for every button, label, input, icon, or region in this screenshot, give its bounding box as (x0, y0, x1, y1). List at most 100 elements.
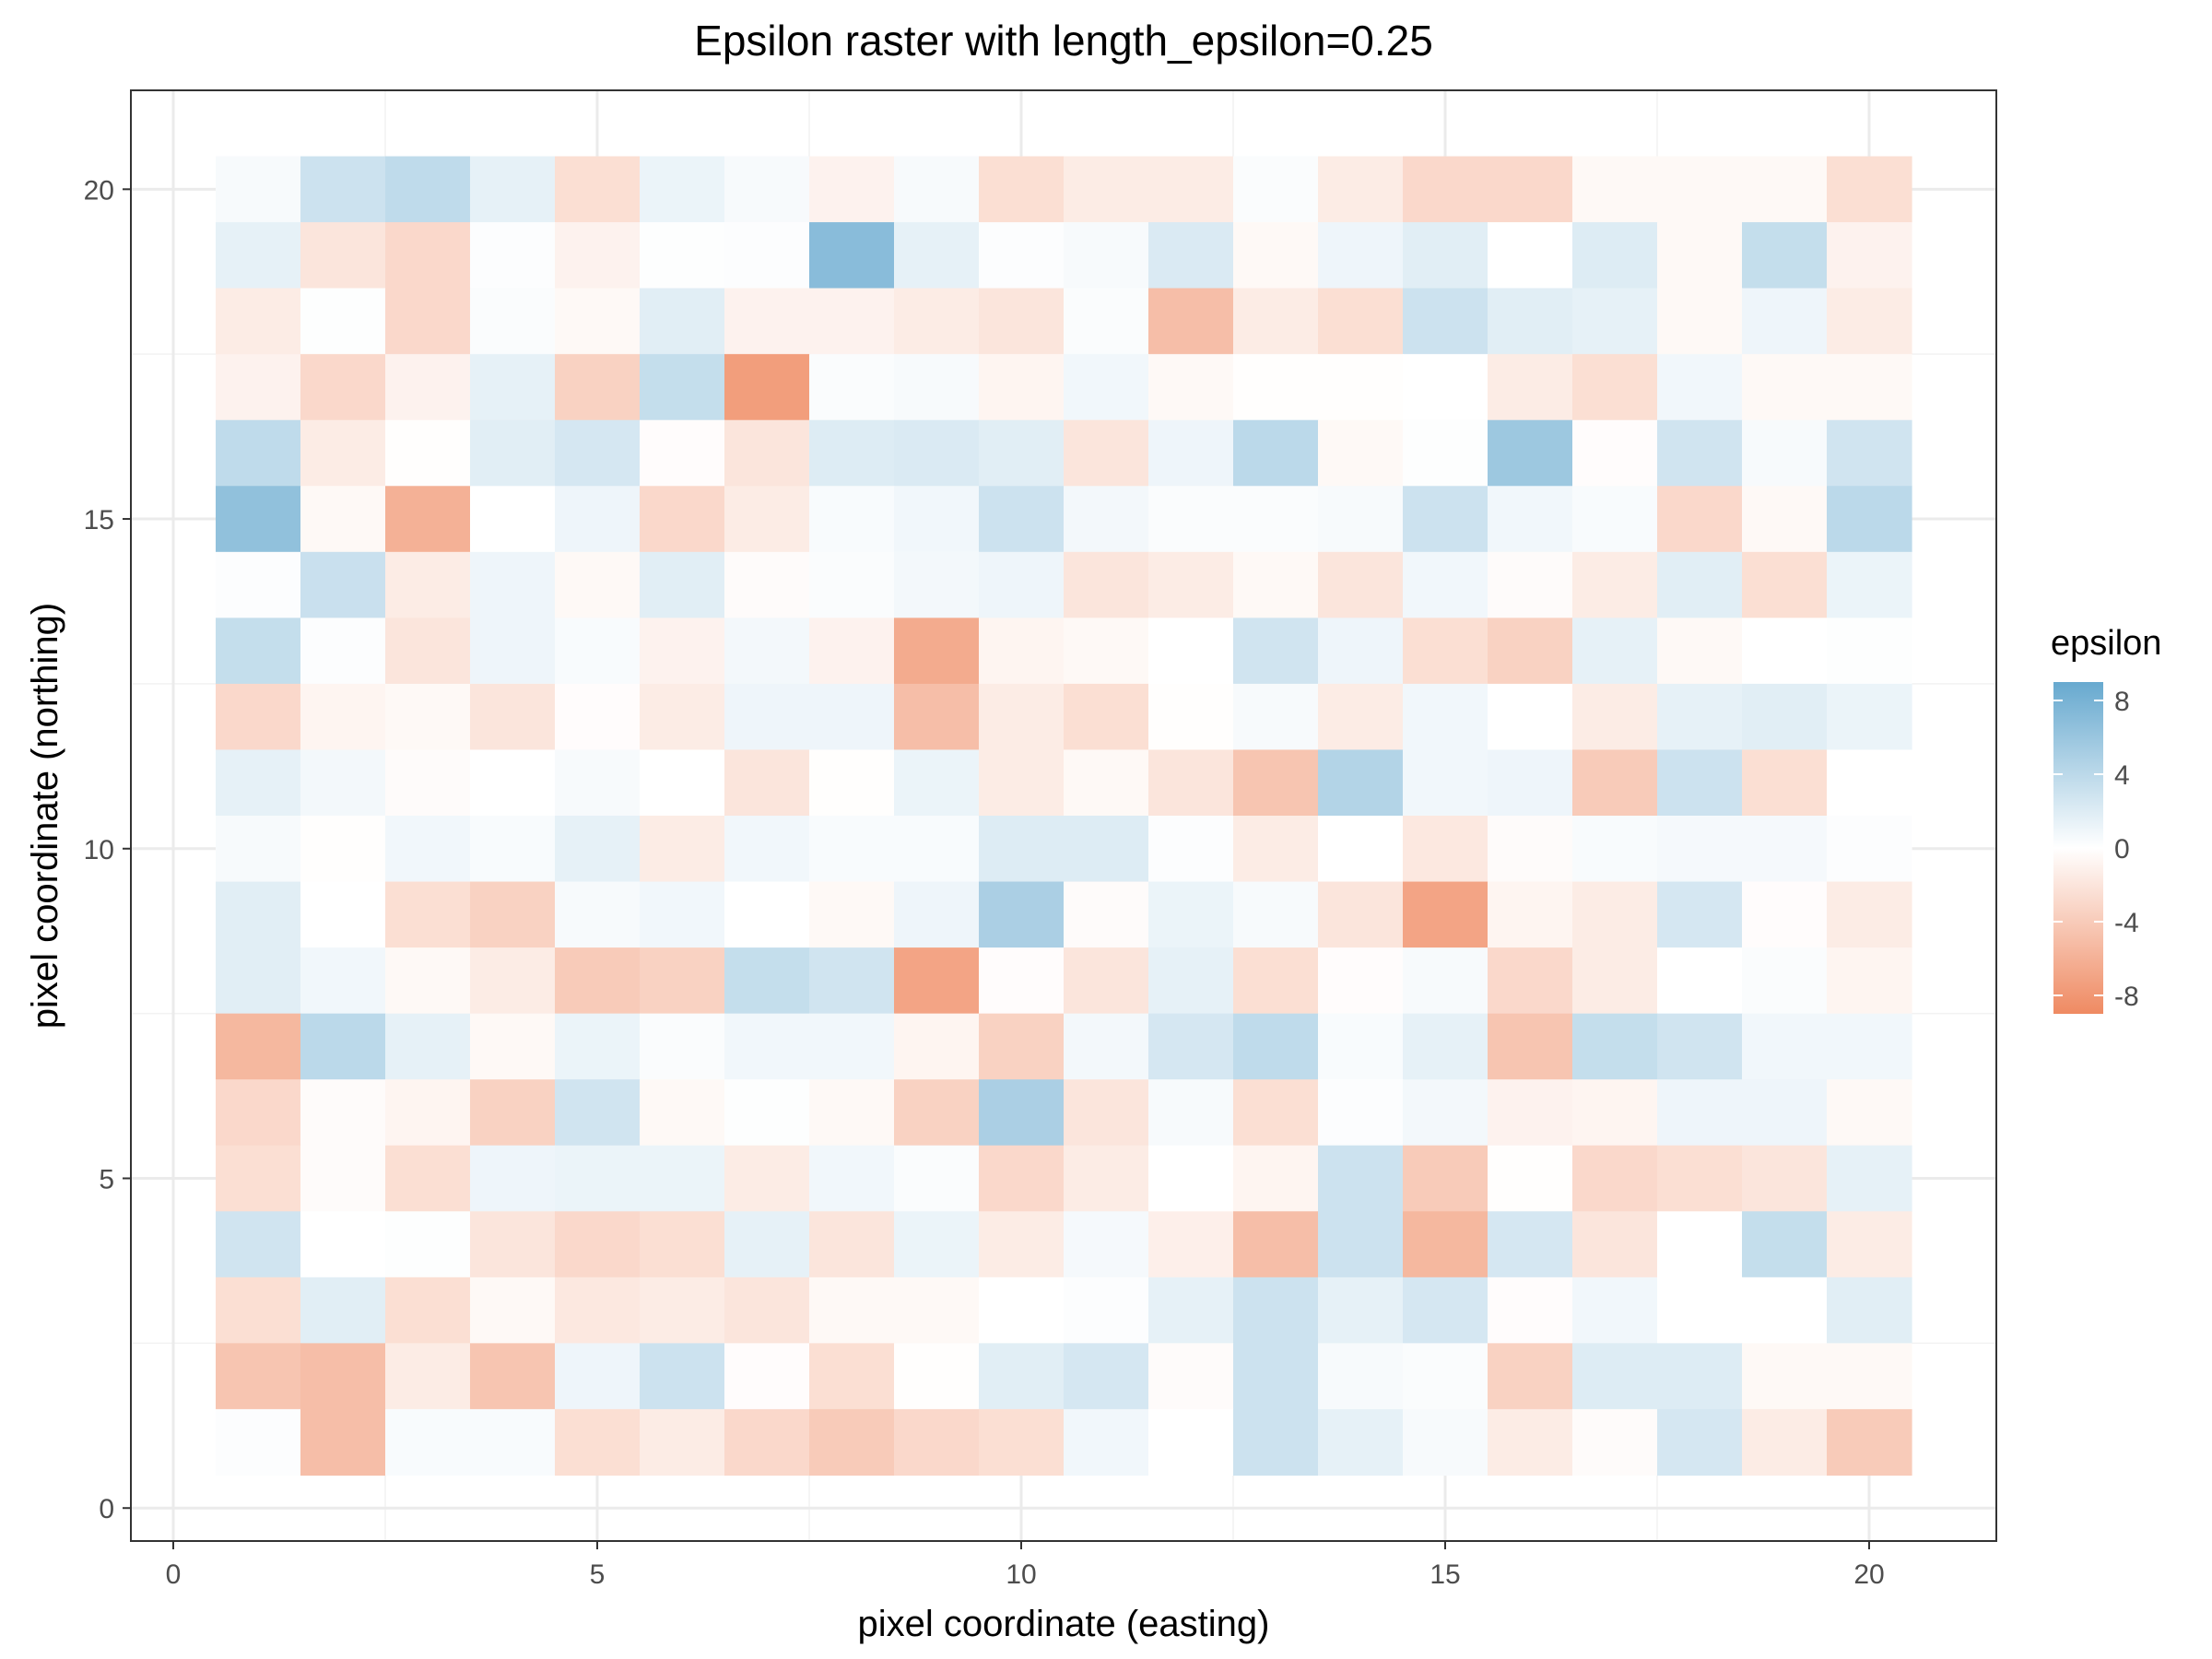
legend-tick-label: 8 (2114, 687, 2130, 717)
heatmap-cell (555, 1013, 641, 1080)
heatmap-cell (724, 947, 810, 1015)
heatmap-cell (979, 1408, 1065, 1477)
heatmap-cell (216, 1343, 301, 1410)
heatmap-cell (809, 486, 895, 553)
heatmap-cell (1233, 156, 1319, 223)
heatmap-cell (385, 1145, 471, 1212)
heatmap-cell (640, 222, 725, 289)
heatmap-cell (724, 749, 810, 817)
heatmap-cell (1657, 1013, 1743, 1080)
heatmap-cell (724, 551, 810, 618)
heatmap-cell (979, 881, 1065, 948)
heatmap-cell (555, 486, 641, 553)
heatmap-cell (809, 288, 895, 355)
heatmap-cell (1233, 1408, 1319, 1477)
heatmap-cell (809, 683, 895, 751)
heatmap-cell (1403, 1013, 1488, 1080)
heatmap-cell (1403, 288, 1488, 355)
heatmap-cell (1742, 1013, 1828, 1080)
heatmap-cell (300, 1343, 386, 1410)
heatmap-cell (470, 354, 556, 421)
heatmap-cell (385, 419, 471, 487)
heatmap-cell (1827, 288, 1912, 355)
heatmap-cell (470, 749, 556, 817)
heatmap-cell (1827, 1013, 1912, 1080)
heatmap-cell (1403, 683, 1488, 751)
heatmap-cell (300, 947, 386, 1015)
heatmap-cell (1233, 816, 1319, 883)
heatmap-cell (1233, 486, 1319, 553)
heatmap-cell (1233, 1277, 1319, 1344)
y-tick-label: 5 (99, 1165, 114, 1195)
heatmap-cell (385, 1343, 471, 1410)
heatmap-cell (1488, 354, 1573, 421)
heatmap-cell (1064, 1343, 1149, 1410)
heatmap-cell (385, 618, 471, 685)
heatmap-cell (1827, 1277, 1912, 1344)
heatmap-cell (1827, 222, 1912, 289)
heatmap-cell (1233, 683, 1319, 751)
heatmap-cell (1572, 816, 1658, 883)
heatmap-cell (809, 947, 895, 1015)
heatmap-cell (979, 683, 1065, 751)
heatmap-cell (1148, 881, 1234, 948)
heatmap-cell (1488, 683, 1573, 751)
heatmap-cell (216, 618, 301, 685)
heatmap-cell (894, 222, 980, 289)
heatmap-cell (1318, 1277, 1404, 1344)
heatmap-cell (1742, 683, 1828, 751)
heatmap-cell (1064, 156, 1149, 223)
heatmap-cell (1064, 419, 1149, 487)
heatmap-cell (1488, 1277, 1573, 1344)
x-axis-label: pixel coordinate (easting) (858, 1604, 1270, 1644)
heatmap-cell (1064, 947, 1149, 1015)
heatmap-cell (1403, 419, 1488, 487)
heatmap-cell (1488, 486, 1573, 553)
heatmap-cell (1064, 486, 1149, 553)
heatmap-cell (1064, 1013, 1149, 1080)
heatmap-cell (1148, 354, 1234, 421)
heatmap-cell (1233, 881, 1319, 948)
heatmap-cell (809, 419, 895, 487)
heatmap-cell (640, 354, 725, 421)
heatmap-cell (1742, 749, 1828, 817)
heatmap-cell (1064, 1211, 1149, 1278)
heatmap-cell (640, 156, 725, 223)
heatmap-cell (640, 1408, 725, 1477)
heatmap-cell (1488, 1079, 1573, 1147)
heatmap-cell (1572, 683, 1658, 751)
heatmap-cell (1318, 618, 1404, 685)
heatmap-cell (1233, 222, 1319, 289)
heatmap-cell (1572, 419, 1658, 487)
heatmap-cell (979, 1145, 1065, 1212)
heatmap-cell (979, 222, 1065, 289)
heatmap-cell (1403, 947, 1488, 1015)
heatmap-cell (1572, 618, 1658, 685)
heatmap-cell (809, 1079, 895, 1147)
heatmap-cell (640, 881, 725, 948)
heatmap-cell (1827, 551, 1912, 618)
heatmap-cell (300, 1079, 386, 1147)
heatmap-cell (979, 1079, 1065, 1147)
heatmap-cell (894, 816, 980, 883)
heatmap-cell (1488, 1211, 1573, 1278)
heatmap-cell (1657, 1145, 1743, 1212)
heatmap-cell (300, 749, 386, 817)
heatmap-cell (1742, 1343, 1828, 1410)
heatmap-cell (640, 816, 725, 883)
heatmap-cell (1148, 486, 1234, 553)
heatmap-cell (555, 816, 641, 883)
heatmap-cell (1318, 947, 1404, 1015)
heatmap-cell (1827, 618, 1912, 685)
heatmap-cell (640, 1343, 725, 1410)
heatmap-cell (724, 222, 810, 289)
heatmap-cell (1657, 947, 1743, 1015)
heatmap-cell (1488, 881, 1573, 948)
heatmap-cell (1488, 1013, 1573, 1080)
heatmap-cell (1064, 881, 1149, 948)
heatmap-cell (894, 881, 980, 948)
heatmap-cell (555, 683, 641, 751)
heatmap-cell (300, 551, 386, 618)
heatmap-cell (1148, 816, 1234, 883)
